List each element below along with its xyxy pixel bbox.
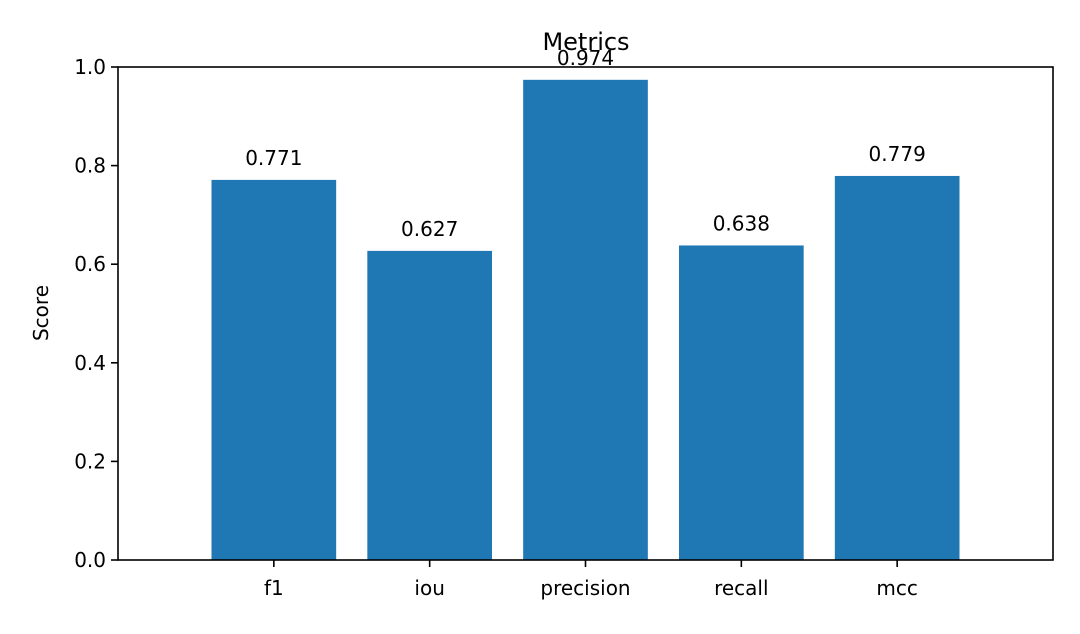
bar-recall [679, 245, 804, 560]
value-label-iou: 0.627 [401, 217, 458, 241]
bars-layer [211, 79, 960, 561]
y-tick-label-0.8: 0.8 [74, 154, 106, 178]
x-tick-label-iou: iou [414, 576, 444, 600]
bar-mcc [834, 175, 960, 560]
bar-precision [523, 79, 648, 561]
x-tick-label-recall: recall [714, 576, 768, 600]
y-tick-label-0.4: 0.4 [74, 351, 106, 375]
bar-f1 [211, 179, 337, 560]
value-labels-layer: 0.771 0.627 0.974 0.638 0.779 [245, 46, 926, 241]
y-axis-label: Score [29, 285, 53, 341]
y-tick-label-1.0: 1.0 [74, 55, 106, 79]
value-label-recall: 0.638 [713, 211, 770, 235]
x-axis: f1 iou precision recall mcc [264, 560, 918, 600]
bar-iou [367, 250, 492, 560]
x-tick-label-mcc: mcc [876, 576, 917, 600]
y-axis: 0.0 0.2 0.4 0.6 0.8 1.0 [74, 55, 118, 572]
value-label-f1: 0.771 [245, 146, 302, 170]
x-tick-label-f1: f1 [264, 576, 284, 600]
y-tick-label-0.0: 0.0 [74, 548, 106, 572]
value-label-mcc: 0.779 [869, 142, 926, 166]
y-tick-label-0.6: 0.6 [74, 252, 106, 276]
chart-title: Metrics [542, 28, 629, 56]
y-tick-label-0.2: 0.2 [74, 449, 106, 473]
plot-frame [117, 66, 1054, 561]
value-label-precision: 0.974 [557, 46, 614, 70]
x-tick-label-precision: precision [540, 576, 630, 600]
